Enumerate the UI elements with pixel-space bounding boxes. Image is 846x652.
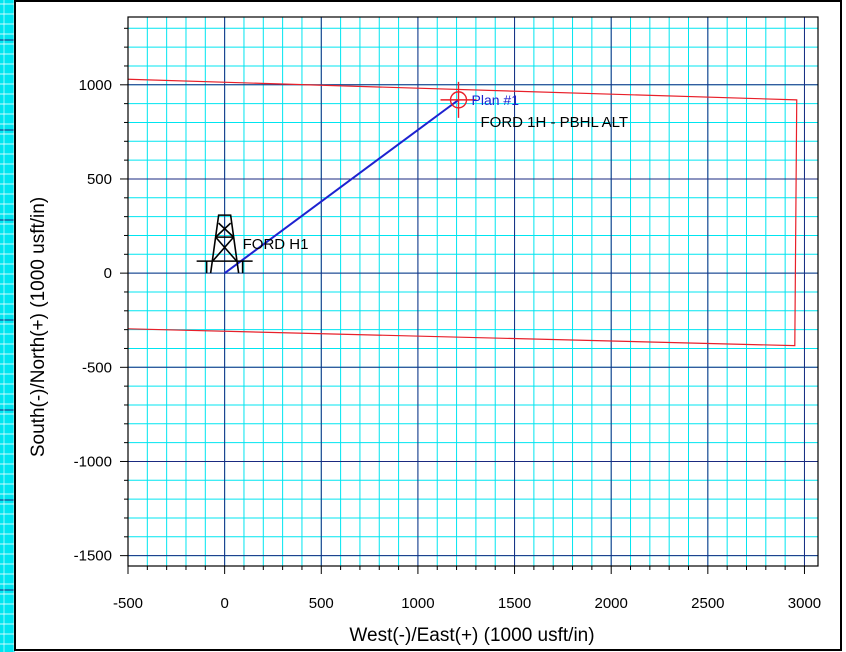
x-axis: -500 0 500 1000 1500 2000 2500 3000 [113,566,821,612]
x-tick-label: 2500 [691,595,724,612]
y-tick-label: -1500 [74,548,112,565]
x-axis-label: West(-)/East(+) (1000 usft/in) [349,625,594,646]
x-tick-label: 1500 [498,595,531,612]
target-label: FORD 1H - PBHL ALT [481,114,629,131]
plot-area: FORD H1 FORD 1H - PBHL ALT Plan #1 [127,16,819,567]
y-tick-label: 1000 [79,77,112,94]
x-tick-label: 3000 [788,595,821,612]
x-tick-label: 2000 [595,595,628,612]
y-tick-label: 0 [104,265,112,282]
target-boundary-polygon [128,78,798,347]
y-axis-label: South(-)/North(+) (1000 usft/in) [28,197,49,457]
target-crosshair-icon [440,81,477,118]
plan-wellpath-line [224,99,460,274]
y-tick-label: 500 [87,171,112,188]
series-layer [128,78,798,347]
marker-layer: FORD H1 FORD 1H - PBHL ALT Plan #1 [196,81,629,274]
y-tick-label: -500 [82,359,112,376]
rig-label: FORD H1 [243,236,309,253]
plan-label: Plan #1 [472,92,520,108]
y-axis: -1500 -1000 -500 0 500 1000 [74,27,128,565]
x-tick-label: -500 [113,595,143,612]
y-tick-label: -1000 [74,453,112,470]
drilling-rig-icon [196,214,253,274]
x-tick-label: 0 [220,595,228,612]
left-edge-strip [0,0,15,652]
x-tick-label: 500 [309,595,334,612]
x-tick-label: 1000 [401,595,434,612]
